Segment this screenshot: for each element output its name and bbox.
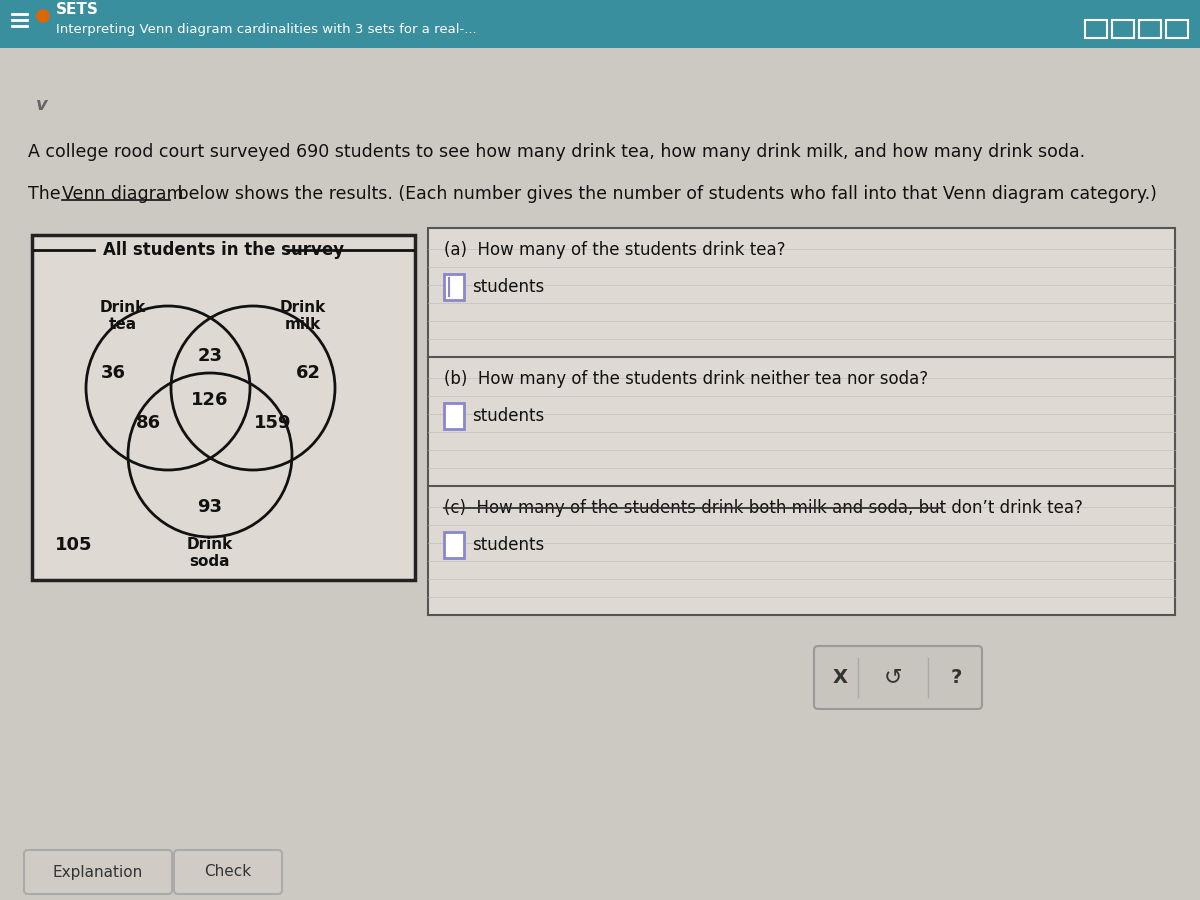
Text: The: The [28, 185, 66, 203]
FancyBboxPatch shape [444, 274, 464, 300]
Text: students: students [472, 536, 545, 554]
Text: Interpreting Venn diagram cardinalities with 3 sets for a real-...: Interpreting Venn diagram cardinalities … [56, 23, 476, 37]
Text: 93: 93 [198, 498, 222, 516]
Text: 105: 105 [55, 536, 92, 554]
FancyBboxPatch shape [428, 228, 1175, 615]
FancyBboxPatch shape [444, 403, 464, 429]
Text: All students in the survey: All students in the survey [103, 241, 344, 259]
Text: Drink
milk: Drink milk [280, 300, 326, 332]
FancyBboxPatch shape [444, 532, 464, 558]
Text: ?: ? [950, 668, 961, 687]
Text: ↺: ↺ [883, 668, 902, 688]
Text: 62: 62 [295, 364, 320, 382]
Text: 36: 36 [101, 364, 126, 382]
Text: 126: 126 [191, 391, 229, 409]
FancyBboxPatch shape [174, 850, 282, 894]
Text: 23: 23 [198, 347, 222, 365]
Circle shape [37, 10, 49, 22]
Text: 86: 86 [136, 414, 161, 432]
Text: (c)  How many of the students drink both milk and soda, but don’t drink tea?: (c) How many of the students drink both … [444, 499, 1082, 517]
Text: Venn diagram: Venn diagram [62, 185, 184, 203]
FancyBboxPatch shape [24, 850, 172, 894]
Text: (b)  How many of the students drink neither tea nor soda?: (b) How many of the students drink neith… [444, 370, 928, 388]
Text: A college rood court surveyed 690 students to see how many drink tea, how many d: A college rood court surveyed 690 studen… [28, 143, 1085, 161]
Text: Drink
tea: Drink tea [100, 300, 146, 332]
FancyBboxPatch shape [32, 235, 415, 580]
Text: (a)  How many of the students drink tea?: (a) How many of the students drink tea? [444, 241, 786, 259]
Text: SETS: SETS [56, 3, 98, 17]
Text: Explanation: Explanation [53, 865, 143, 879]
Text: students: students [472, 407, 545, 425]
Text: v: v [36, 96, 48, 114]
Text: Check: Check [204, 865, 252, 879]
FancyBboxPatch shape [814, 646, 982, 709]
Text: X: X [833, 668, 847, 687]
Text: 159: 159 [254, 414, 292, 432]
Text: students: students [472, 278, 545, 296]
Text: Drink
soda: Drink soda [187, 536, 233, 569]
FancyBboxPatch shape [0, 0, 1200, 48]
Text: below shows the results. (Each number gives the number of students who fall into: below shows the results. (Each number gi… [172, 185, 1157, 203]
